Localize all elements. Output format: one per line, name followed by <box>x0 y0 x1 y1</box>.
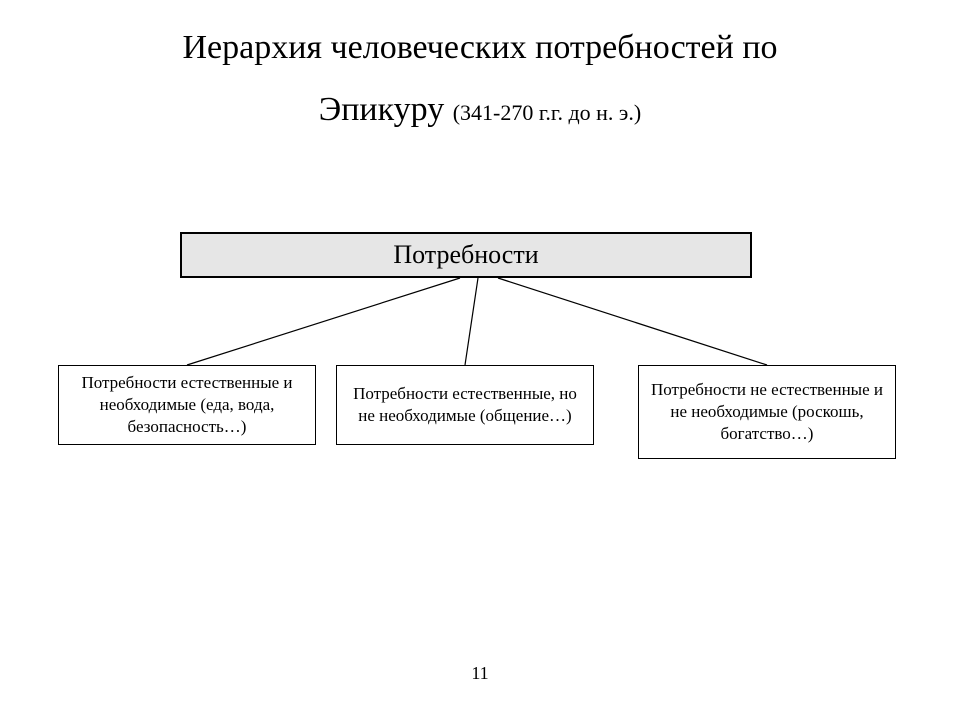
title-main: Эпикуру <box>319 91 444 128</box>
title-sub: (341-270 г.г. до н. э.) <box>453 100 641 125</box>
root-node-label: Потребности <box>393 240 538 270</box>
edge-2 <box>465 278 478 365</box>
edge-3 <box>498 278 767 365</box>
leaf-node-2-label: Потребности естественные, но не необходи… <box>345 383 585 427</box>
edge-1 <box>187 278 460 365</box>
title-line-1: Иерархия человеческих потребностей по <box>0 24 960 72</box>
leaf-node-1-label: Потребности естественные и необходимые (… <box>67 372 307 438</box>
slide-title: Иерархия человеческих потребностей по Эп… <box>0 24 960 133</box>
leaf-node-3: Потребности не естественные и не необход… <box>638 365 896 459</box>
leaf-node-1: Потребности естественные и необходимые (… <box>58 365 316 445</box>
title-line-2: Эпикуру (341-270 г.г. до н. э.) <box>0 86 960 134</box>
leaf-node-2: Потребности естественные, но не необходи… <box>336 365 594 445</box>
page-number: 11 <box>0 663 960 684</box>
leaf-node-3-label: Потребности не естественные и не необход… <box>647 379 887 445</box>
root-node: Потребности <box>180 232 752 278</box>
